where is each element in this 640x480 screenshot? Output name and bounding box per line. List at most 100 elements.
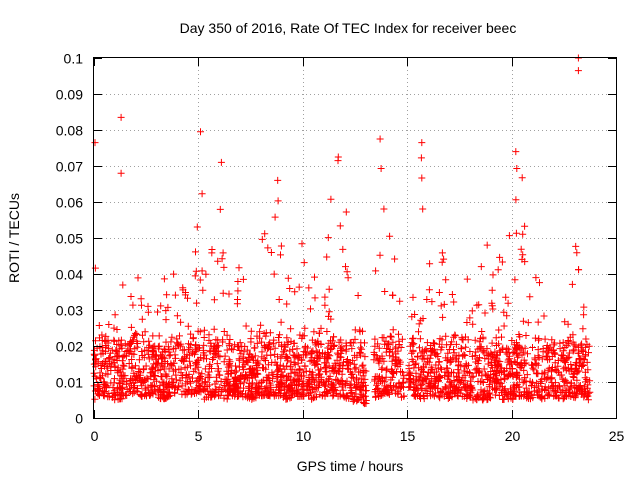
data-point xyxy=(416,335,424,343)
data-point xyxy=(198,190,206,198)
data-point xyxy=(131,372,139,380)
data-point xyxy=(144,308,152,316)
data-point xyxy=(488,302,496,310)
data-point xyxy=(217,378,225,385)
data-point xyxy=(220,328,228,335)
data-point xyxy=(312,341,320,349)
data-point xyxy=(251,352,259,360)
data-point xyxy=(192,389,200,397)
data-point xyxy=(503,312,511,320)
data-point xyxy=(257,321,265,329)
data-point xyxy=(305,284,313,292)
data-point xyxy=(442,385,450,393)
data-point xyxy=(463,362,471,370)
data-point xyxy=(496,383,504,391)
data-point xyxy=(383,345,391,352)
data-point xyxy=(147,373,155,381)
data-point xyxy=(411,380,419,388)
data-point xyxy=(163,291,171,299)
data-point xyxy=(289,351,297,359)
data-point xyxy=(258,235,266,243)
data-point xyxy=(277,251,284,259)
data-point xyxy=(177,318,185,326)
data-point xyxy=(307,305,314,313)
data-point xyxy=(501,374,509,382)
data-point xyxy=(504,371,512,379)
data-point xyxy=(361,353,369,361)
data-point xyxy=(170,270,178,278)
data-point xyxy=(488,339,496,347)
data-point xyxy=(250,394,258,402)
data-point xyxy=(117,385,125,393)
data-point xyxy=(524,393,532,401)
data-point xyxy=(579,387,587,395)
data-point xyxy=(535,354,543,361)
data-point xyxy=(381,288,389,295)
data-point xyxy=(299,377,307,385)
x-tick-label: 20 xyxy=(505,428,521,444)
data-point xyxy=(336,353,344,361)
data-point xyxy=(307,349,315,357)
data-point xyxy=(330,342,338,350)
data-point xyxy=(282,395,290,403)
data-point xyxy=(513,350,521,358)
plot-frame xyxy=(93,57,617,419)
data-point xyxy=(137,295,145,303)
data-point xyxy=(554,357,562,364)
data-point xyxy=(570,393,578,401)
data-point xyxy=(503,364,511,372)
data-point xyxy=(298,240,306,248)
data-point xyxy=(423,339,431,347)
data-point xyxy=(519,230,527,238)
data-point xyxy=(264,361,272,369)
data-point xyxy=(134,388,142,396)
data-point xyxy=(317,324,325,332)
data-point xyxy=(217,158,225,166)
data-point xyxy=(283,300,291,308)
data-point xyxy=(201,378,209,386)
data-point xyxy=(308,384,316,392)
data-point xyxy=(262,391,270,399)
data-point xyxy=(95,322,103,329)
data-point xyxy=(157,388,165,396)
data-point xyxy=(498,346,506,353)
data-point xyxy=(90,369,98,377)
data-point xyxy=(396,297,404,305)
data-point xyxy=(575,266,583,274)
data-point xyxy=(211,342,219,350)
data-point xyxy=(375,393,382,400)
data-point xyxy=(499,396,507,403)
data-point xyxy=(407,379,415,387)
data-point xyxy=(344,274,352,282)
data-point xyxy=(432,361,440,369)
data-point xyxy=(209,356,216,363)
data-point xyxy=(137,378,145,386)
data-point xyxy=(397,344,405,351)
data-point xyxy=(543,342,551,349)
data-point xyxy=(502,348,510,356)
data-point xyxy=(223,346,231,354)
data-point xyxy=(206,348,214,356)
data-point xyxy=(102,370,110,378)
data-point xyxy=(120,378,128,386)
data-point xyxy=(584,396,592,404)
data-point xyxy=(469,372,477,380)
data-point xyxy=(164,383,172,391)
data-point xyxy=(323,377,331,385)
data-point xyxy=(241,361,249,369)
data-point xyxy=(113,326,121,333)
data-point xyxy=(356,349,364,357)
data-point xyxy=(138,348,146,355)
data-point xyxy=(351,335,359,343)
data-point xyxy=(318,392,326,400)
data-point xyxy=(182,387,190,395)
data-point xyxy=(348,389,356,396)
data-point xyxy=(254,357,262,365)
data-point xyxy=(182,354,190,362)
data-point xyxy=(425,358,433,366)
data-point xyxy=(253,390,261,398)
data-point xyxy=(582,335,590,343)
data-point xyxy=(286,347,294,355)
data-point xyxy=(329,387,337,395)
data-point xyxy=(411,391,419,399)
